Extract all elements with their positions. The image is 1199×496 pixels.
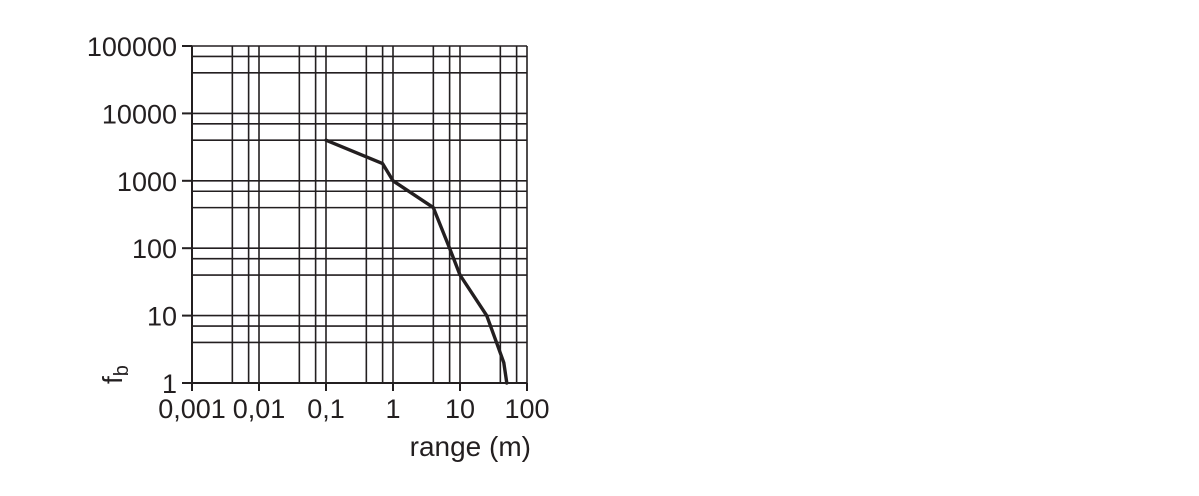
y-axis-label-sub: b	[111, 365, 133, 376]
x-tick-label: 0,001	[158, 394, 226, 424]
y-axis-label: fb	[97, 365, 133, 384]
y-tick-label: 100	[132, 234, 177, 264]
grid	[191, 45, 528, 384]
y-tick-label: 1000	[117, 167, 177, 197]
y-tick-label: 10000	[102, 99, 177, 129]
x-tick-label: 0,01	[233, 394, 286, 424]
x-tick-label: 0,1	[307, 394, 345, 424]
series-line	[324, 138, 509, 385]
x-tick-label: 100	[504, 394, 549, 424]
x-tick-label: 10	[445, 394, 475, 424]
y-tick-label: 10	[147, 302, 177, 332]
series-layer	[324, 138, 509, 385]
x-tick-label: 1	[385, 394, 400, 424]
labels: range (m) fb	[97, 365, 531, 462]
y-tick-label: 100000	[87, 32, 177, 62]
y-tick-label: 1	[162, 369, 177, 399]
y-axis-label-main: f	[97, 376, 128, 384]
axes: 0,001 0,01 0,1 1 10 100 1 10 100 1000 10000 100000	[87, 32, 550, 424]
x-axis-label: range (m)	[410, 431, 531, 462]
